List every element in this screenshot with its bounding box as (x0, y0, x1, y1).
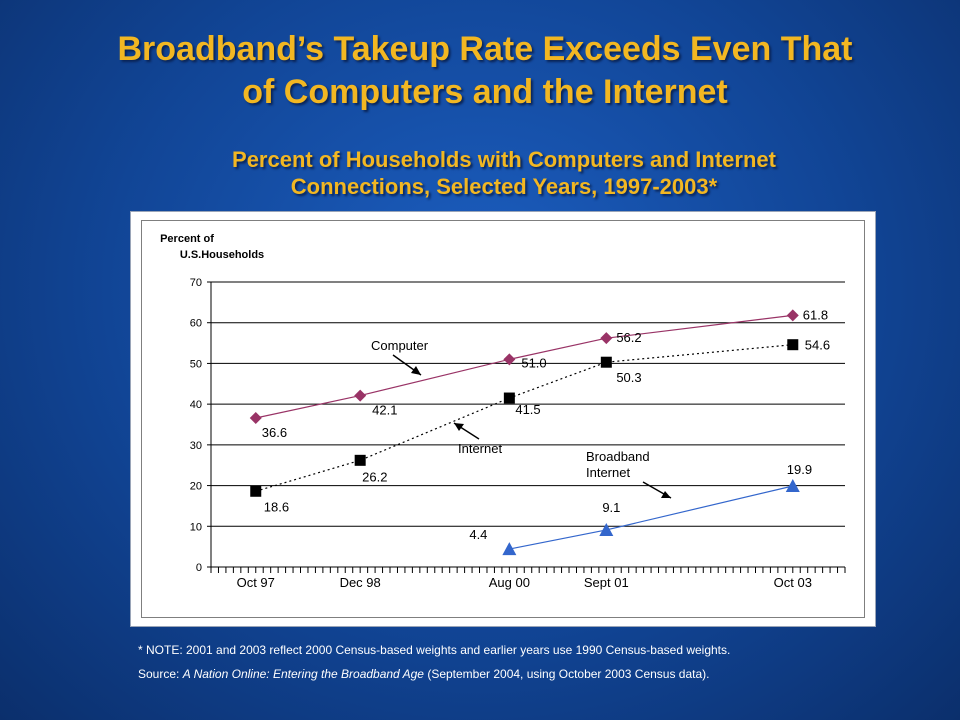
data-label: 18.6 (264, 499, 289, 514)
x-tick-label: Sept 01 (584, 575, 629, 590)
x-tick-label: Dec 98 (340, 575, 381, 590)
y-tick-label: 30 (190, 440, 202, 452)
data-label: 61.8 (803, 307, 828, 322)
data-label: 54.6 (805, 338, 830, 353)
data-label: 9.1 (602, 500, 620, 515)
y-axis-label-line-2: U.S.Households (180, 249, 264, 261)
computer-data-point (600, 332, 613, 345)
data-label: 26.2 (362, 469, 387, 484)
annotation-arrowhead (454, 423, 464, 431)
internet-data-point (600, 356, 612, 368)
source-title: A Nation Online: Entering the Broadband … (182, 667, 424, 681)
slide-title-line-2: of Computers and the Internet (242, 73, 728, 111)
broadband-annotation-line-1: Broadband (586, 449, 650, 464)
internet-data-point (250, 485, 262, 497)
slide-title-line-1: Broadband’s Takeup Rate Exceeds Even Tha… (117, 30, 853, 68)
source-prefix: Source: (138, 667, 183, 681)
y-tick-label: 20 (190, 481, 202, 493)
computer-data-point (786, 309, 799, 322)
data-label: 36.6 (262, 425, 287, 440)
computer-data-point (503, 353, 516, 366)
y-tick-label: 40 (190, 399, 202, 411)
data-label: 50.3 (616, 370, 641, 385)
data-label: 42.1 (372, 403, 397, 418)
computer-data-point (354, 389, 367, 402)
x-tick-label: Oct 03 (774, 575, 812, 590)
chart-title-line-1: Percent of Households with Computers and… (232, 147, 776, 172)
line-chart: Percent of U.S.Households 0 10 20 30 40 50 60 70 O… (160, 233, 846, 590)
internet-data-point (354, 454, 366, 466)
footnote-block: * NOTE: 2001 and 2003 reflect 2000 Censu… (138, 638, 928, 686)
chart-title-line-2: Connections, Selected Years, 1997-2003* (290, 174, 718, 199)
series-line-broadband-internet (509, 485, 793, 550)
broadband-data-point (785, 478, 800, 492)
data-label: 4.4 (469, 527, 487, 542)
y-axis-label-line-1: Percent of (160, 233, 214, 245)
internet-data-point (787, 339, 799, 351)
computer-annotation: Computer (371, 338, 429, 353)
internet-annotation: Internet (458, 441, 502, 456)
slide-title: Broadband’s Takeup Rate Exceeds Even Tha… (40, 28, 930, 114)
y-tick-label: 0 (196, 562, 202, 574)
data-label: 51.0 (521, 355, 546, 370)
y-tick-label: 10 (190, 521, 202, 533)
x-tick-label: Aug 00 (489, 575, 530, 590)
chart-frame: Percent of U.S.Households 0 10 20 30 40 50 60 70 O… (130, 211, 876, 627)
source-citation: Source: A Nation Online: Entering the Br… (138, 662, 928, 686)
annotation-arrowhead (661, 491, 671, 498)
y-tick-label: 50 (190, 358, 202, 370)
broadband-data-point (599, 522, 614, 536)
y-tick-label: 70 (190, 277, 202, 289)
chart-title: Percent of Households with Computers and… (150, 146, 858, 200)
census-weights-note: * NOTE: 2001 and 2003 reflect 2000 Censu… (138, 643, 731, 657)
broadband-annotation-line-2: Internet (586, 465, 630, 480)
data-label: 56.2 (616, 330, 641, 345)
broadband-data-point (502, 542, 517, 556)
internet-data-point (503, 392, 515, 404)
annotation-arrowhead (411, 366, 421, 375)
x-tick-label: Oct 97 (237, 575, 275, 590)
data-label: 41.5 (515, 402, 540, 417)
y-tick-label: 60 (190, 318, 202, 330)
source-suffix: (September 2004, using October 2003 Cens… (423, 667, 710, 681)
computer-data-point (249, 411, 262, 424)
chart-area-border (141, 220, 865, 618)
data-label: 19.9 (787, 462, 812, 477)
